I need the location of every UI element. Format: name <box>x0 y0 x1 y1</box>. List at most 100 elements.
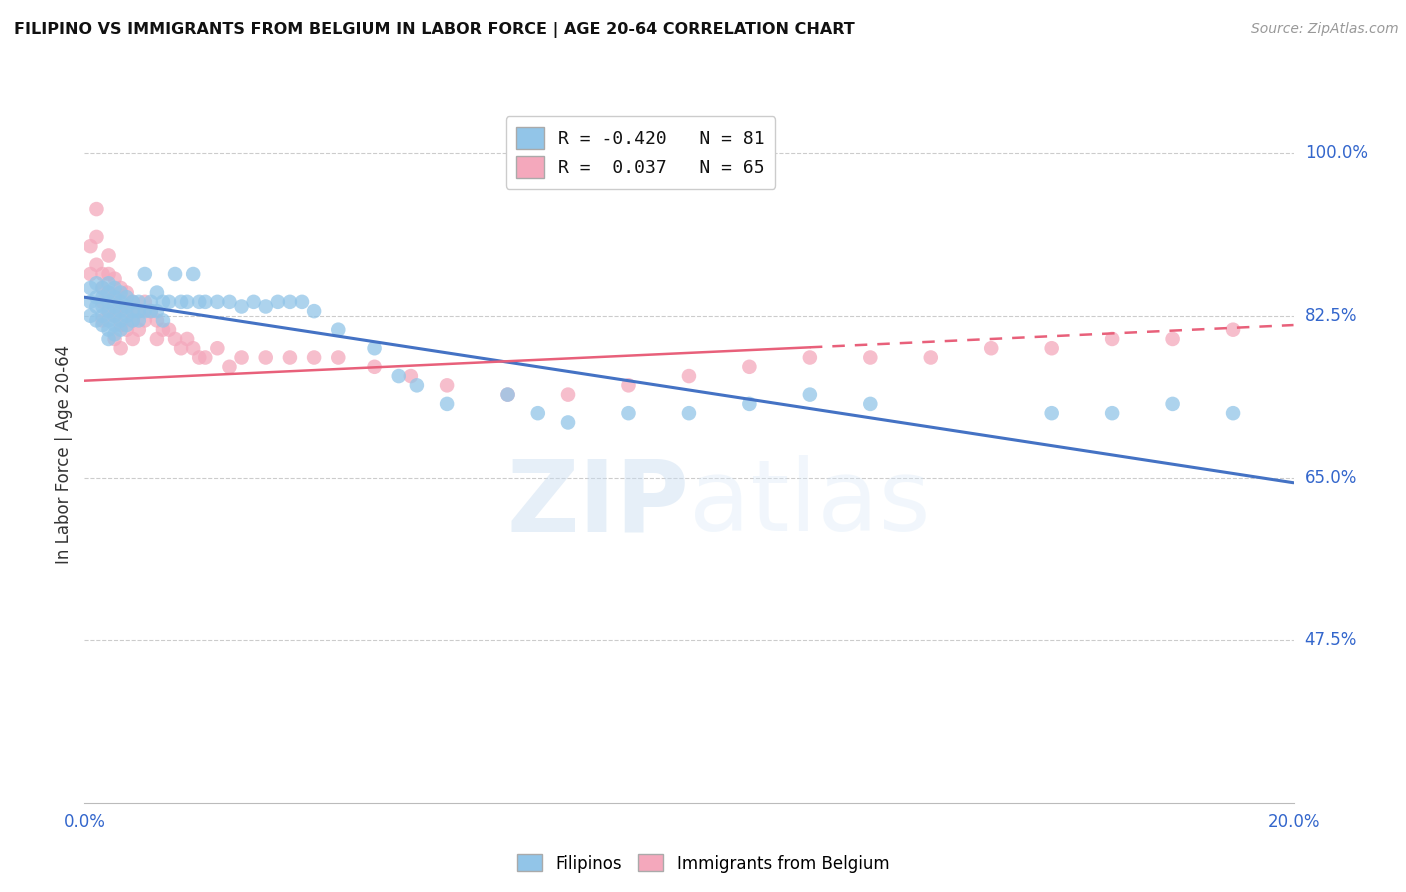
Point <box>97 313 120 327</box>
Point <box>406 378 429 392</box>
Point <box>1161 332 1184 346</box>
Point <box>121 313 143 327</box>
Point <box>157 323 180 337</box>
Point <box>799 387 821 401</box>
Point <box>128 294 150 309</box>
Y-axis label: In Labor Force | Age 20-64: In Labor Force | Age 20-64 <box>55 345 73 565</box>
Point <box>91 309 114 323</box>
Point <box>328 351 350 365</box>
Point <box>121 332 143 346</box>
Legend: Filipinos, Immigrants from Belgium: Filipinos, Immigrants from Belgium <box>510 847 896 880</box>
Point <box>91 294 114 309</box>
Point <box>115 290 138 304</box>
Point <box>110 300 132 314</box>
Point <box>738 397 761 411</box>
Point <box>97 248 120 262</box>
Point <box>496 387 519 401</box>
Point <box>110 318 132 332</box>
Point <box>79 267 101 281</box>
Point <box>302 304 325 318</box>
Point <box>163 267 186 281</box>
Point <box>328 323 350 337</box>
Point <box>86 313 108 327</box>
Point <box>176 332 198 346</box>
Point <box>97 332 120 346</box>
Point <box>91 267 114 281</box>
Point <box>115 304 138 318</box>
Point <box>278 294 301 309</box>
Point <box>146 285 169 300</box>
Point <box>526 406 548 420</box>
Point <box>134 304 156 318</box>
Point <box>104 300 127 314</box>
Legend: R = -0.420   N = 81, R =  0.037   N = 65: R = -0.420 N = 81, R = 0.037 N = 65 <box>506 116 776 189</box>
Point <box>115 323 138 337</box>
Point <box>121 294 143 309</box>
Point <box>152 294 174 309</box>
Point <box>86 277 108 291</box>
Point <box>363 341 385 355</box>
Point <box>194 294 217 309</box>
Point <box>79 294 101 309</box>
Point <box>115 285 138 300</box>
Point <box>104 309 127 323</box>
Point <box>617 378 640 392</box>
Point <box>436 378 458 392</box>
Point <box>115 318 138 332</box>
Point <box>97 267 120 281</box>
Point <box>207 294 229 309</box>
Point <box>799 351 821 365</box>
Point <box>496 387 519 401</box>
Point <box>79 309 101 323</box>
Point <box>157 294 180 309</box>
Point <box>1040 341 1063 355</box>
Point <box>110 294 132 309</box>
Point <box>115 300 138 314</box>
Point <box>91 281 114 295</box>
Point <box>218 359 240 374</box>
Text: FILIPINO VS IMMIGRANTS FROM BELGIUM IN LABOR FORCE | AGE 20-64 CORRELATION CHART: FILIPINO VS IMMIGRANTS FROM BELGIUM IN L… <box>14 22 855 38</box>
Point <box>194 351 217 365</box>
Text: 47.5%: 47.5% <box>1305 632 1357 649</box>
Point <box>302 351 325 365</box>
Point <box>134 313 156 327</box>
Point <box>104 327 127 342</box>
Point <box>146 313 169 327</box>
Point <box>86 258 108 272</box>
Point <box>146 304 169 318</box>
Point <box>399 369 422 384</box>
Point <box>97 285 120 300</box>
Point <box>110 281 132 295</box>
Point <box>139 304 162 318</box>
Point <box>388 369 411 384</box>
Point <box>128 304 150 318</box>
Text: 100.0%: 100.0% <box>1305 145 1368 162</box>
Point <box>207 341 229 355</box>
Point <box>146 332 169 346</box>
Point <box>91 318 114 332</box>
Point <box>91 290 114 304</box>
Point <box>1040 406 1063 420</box>
Point <box>97 304 120 318</box>
Point <box>617 406 640 420</box>
Point <box>152 323 174 337</box>
Point <box>920 351 942 365</box>
Point <box>79 239 101 253</box>
Point <box>170 341 193 355</box>
Point <box>115 309 138 323</box>
Text: atlas: atlas <box>689 455 931 552</box>
Point <box>170 294 193 309</box>
Point <box>181 267 204 281</box>
Point <box>859 351 882 365</box>
Point <box>86 300 108 314</box>
Point <box>97 304 120 318</box>
Point <box>1101 332 1123 346</box>
Point <box>97 323 120 337</box>
Point <box>104 281 127 295</box>
Text: 82.5%: 82.5% <box>1305 307 1357 325</box>
Point <box>97 285 120 300</box>
Point <box>176 294 198 309</box>
Point <box>1161 397 1184 411</box>
Point <box>104 271 127 285</box>
Point <box>188 294 211 309</box>
